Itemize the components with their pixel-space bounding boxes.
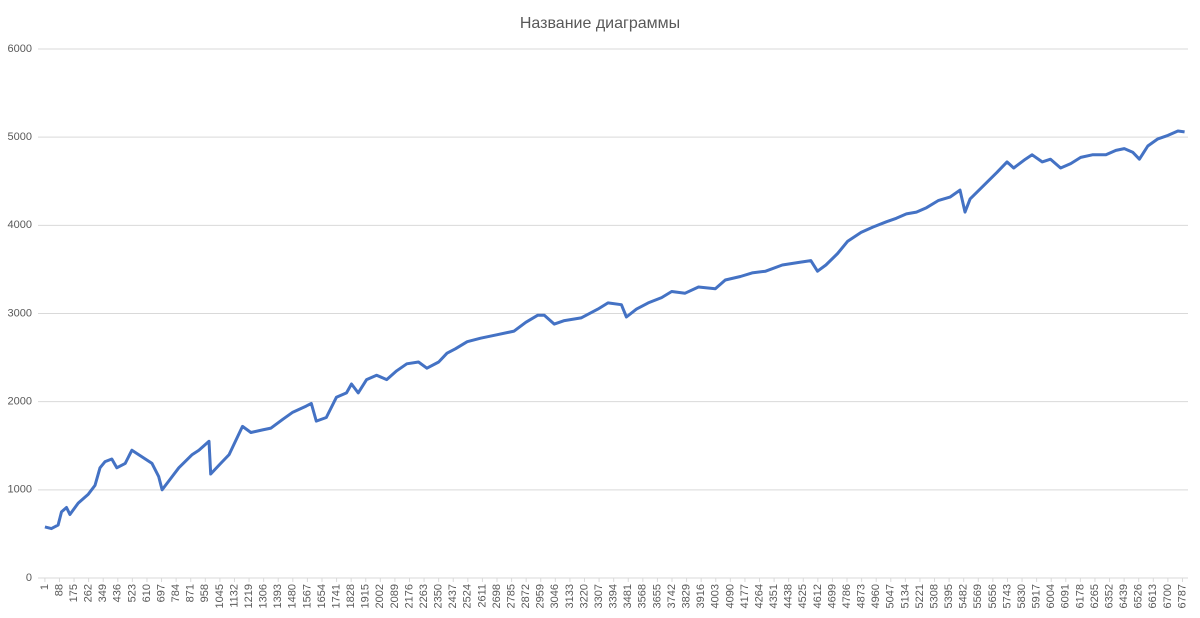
x-tick-label: 6787 bbox=[1176, 584, 1188, 608]
x-tick-label: 5656 bbox=[987, 584, 999, 608]
x-tick-label: 697 bbox=[155, 584, 167, 602]
x-tick-label: 1219 bbox=[243, 584, 255, 608]
x-tick-label: 4699 bbox=[826, 584, 838, 608]
x-tick-label: 2611 bbox=[476, 584, 488, 608]
x-tick-label: 871 bbox=[185, 584, 197, 602]
x-tick-label: 5482 bbox=[958, 584, 970, 608]
x-tick-label: 610 bbox=[141, 584, 153, 602]
y-tick-label: 6000 bbox=[8, 43, 32, 55]
x-tick-label: 349 bbox=[97, 584, 109, 602]
x-tick-label: 5221 bbox=[914, 584, 926, 608]
x-tick-label: 784 bbox=[170, 584, 182, 602]
x-tick-label: 6178 bbox=[1074, 584, 1086, 608]
y-tick-label: 0 bbox=[26, 572, 32, 584]
x-tick-label: 2872 bbox=[520, 584, 532, 608]
x-tick-label: 6700 bbox=[1162, 584, 1174, 608]
x-tick-label: 4525 bbox=[797, 584, 809, 608]
x-tick-label: 3568 bbox=[637, 584, 649, 608]
x-tick-label: 1132 bbox=[228, 584, 240, 608]
x-tick-label: 3481 bbox=[622, 584, 634, 608]
x-tick-label: 3916 bbox=[695, 584, 707, 608]
x-tick-label: 262 bbox=[83, 584, 95, 602]
chart-title: Название диаграммы bbox=[520, 15, 680, 32]
y-tick-label: 4000 bbox=[8, 219, 32, 231]
x-tick-label: 6352 bbox=[1103, 584, 1115, 608]
x-tick-label: 2524 bbox=[462, 584, 474, 608]
x-tick-label: 4438 bbox=[783, 584, 795, 608]
x-tick-label: 3829 bbox=[680, 584, 692, 608]
x-tick-label: 4786 bbox=[841, 584, 853, 608]
y-tick-label: 5000 bbox=[8, 131, 32, 143]
x-tick-label: 5917 bbox=[1031, 584, 1043, 608]
x-tick-label: 3046 bbox=[549, 584, 561, 608]
x-tick-label: 4873 bbox=[856, 584, 868, 608]
x-tick-label: 6613 bbox=[1147, 584, 1159, 608]
x-tick-label: 5047 bbox=[885, 584, 897, 608]
x-tick-label: 6004 bbox=[1045, 584, 1057, 608]
x-tick-label: 436 bbox=[112, 584, 124, 602]
x-tick-label: 3655 bbox=[651, 584, 663, 608]
x-tick-label: 2437 bbox=[447, 584, 459, 608]
x-tick-label: 5569 bbox=[972, 584, 984, 608]
x-tick-label: 4003 bbox=[710, 584, 722, 608]
x-tick-label: 2350 bbox=[433, 584, 445, 608]
x-tick-label: 5395 bbox=[943, 584, 955, 608]
x-tick-label: 6091 bbox=[1060, 584, 1072, 608]
x-tick-label: 5830 bbox=[1016, 584, 1028, 608]
x-tick-label: 2698 bbox=[491, 584, 503, 608]
x-tick-label: 5308 bbox=[928, 584, 940, 608]
x-tick-label: 1306 bbox=[258, 584, 270, 608]
x-tick-label: 5743 bbox=[1001, 584, 1013, 608]
x-tick-label: 1915 bbox=[360, 584, 372, 608]
x-tick-label: 6265 bbox=[1089, 584, 1101, 608]
x-tick-label: 1393 bbox=[272, 584, 284, 608]
x-tick-label: 4177 bbox=[739, 584, 751, 608]
y-tick-label: 1000 bbox=[8, 484, 32, 496]
line-series bbox=[44, 129, 1185, 531]
x-tick-label: 523 bbox=[126, 584, 138, 602]
x-tick-label: 1480 bbox=[287, 584, 299, 608]
x-tick-label: 1567 bbox=[301, 584, 313, 608]
x-tick-label: 3220 bbox=[578, 584, 590, 608]
x-tick-label: 4090 bbox=[724, 584, 736, 608]
x-tick-label: 1654 bbox=[316, 584, 328, 608]
x-tick-label: 2959 bbox=[535, 584, 547, 608]
y-tick-label: 3000 bbox=[8, 307, 32, 319]
x-tick-label: 958 bbox=[199, 584, 211, 602]
x-tick-label: 2785 bbox=[505, 584, 517, 608]
x-tick-label: 2176 bbox=[403, 584, 415, 608]
x-tick-label: 4264 bbox=[753, 584, 765, 608]
x-tick-label: 1 bbox=[39, 584, 51, 590]
x-tick-label: 88 bbox=[53, 584, 65, 596]
x-tick-label: 3307 bbox=[593, 584, 605, 608]
y-tick-label: 2000 bbox=[8, 396, 32, 408]
x-tick-label: 3742 bbox=[666, 584, 678, 608]
x-tick-label: 1741 bbox=[330, 584, 342, 608]
x-tick-label: 3133 bbox=[564, 584, 576, 608]
x-tick-label: 3394 bbox=[608, 584, 620, 608]
x-tick-label: 4351 bbox=[768, 584, 780, 608]
x-tick-label: 4612 bbox=[812, 584, 824, 608]
x-tick-label: 6439 bbox=[1118, 584, 1130, 608]
x-tick-label: 2002 bbox=[374, 584, 386, 608]
x-tick-label: 2263 bbox=[418, 584, 430, 608]
x-tick-label: 175 bbox=[68, 584, 80, 602]
x-tick-label: 2089 bbox=[389, 584, 401, 608]
x-tick-label: 4960 bbox=[870, 584, 882, 608]
x-tick-label: 6526 bbox=[1133, 584, 1145, 608]
x-tick-label: 1045 bbox=[214, 584, 226, 608]
x-tick-label: 1828 bbox=[345, 584, 357, 608]
x-tick-label: 5134 bbox=[899, 584, 911, 608]
